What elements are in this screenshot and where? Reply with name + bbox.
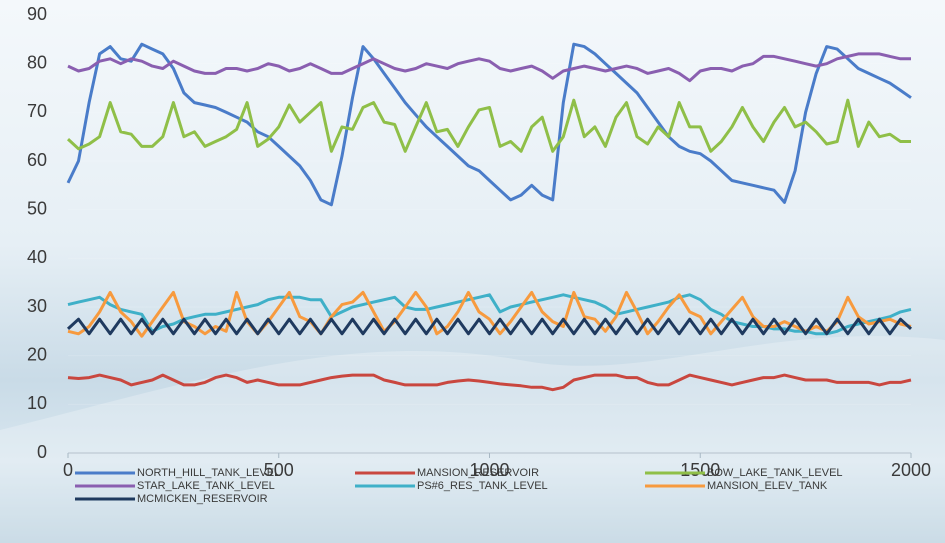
y-tick-label: 50 xyxy=(27,198,47,218)
y-tick-label: 60 xyxy=(27,150,47,170)
legend-label: STAR_LAKE_TANK_LEVEL xyxy=(137,480,275,492)
x-tick-label: 2000 xyxy=(891,460,931,480)
y-tick-label: 90 xyxy=(27,4,47,24)
y-tick-label: 20 xyxy=(27,344,47,364)
series-line xyxy=(68,100,911,151)
y-tick-label: 0 xyxy=(37,442,47,462)
y-tick-label: 10 xyxy=(27,393,47,413)
legend-label: MANSION_RESERVOIR xyxy=(417,467,539,479)
legend-label: PS#6_RES_TANK_LEVEL xyxy=(417,480,548,492)
series-line xyxy=(68,44,911,205)
legend-label: BOW_LAKE_TANK_LEVEL xyxy=(707,467,843,479)
legend-label: MANSION_ELEV_TANK xyxy=(707,480,828,492)
page: 01020304050607080900500100015002000NORTH… xyxy=(0,0,945,543)
series-line xyxy=(68,54,911,81)
y-tick-label: 80 xyxy=(27,52,47,72)
chart: 01020304050607080900500100015002000NORTH… xyxy=(0,0,945,543)
y-tick-label: 30 xyxy=(27,296,47,316)
background-wave xyxy=(0,336,945,543)
legend-label: NORTH_HILL_TANK_LEVEL xyxy=(137,467,280,479)
y-tick-label: 70 xyxy=(27,101,47,121)
legend-label: MCMICKEN_RESERVOIR xyxy=(137,493,268,505)
y-tick-label: 40 xyxy=(27,247,47,267)
x-tick-label: 0 xyxy=(63,460,73,480)
